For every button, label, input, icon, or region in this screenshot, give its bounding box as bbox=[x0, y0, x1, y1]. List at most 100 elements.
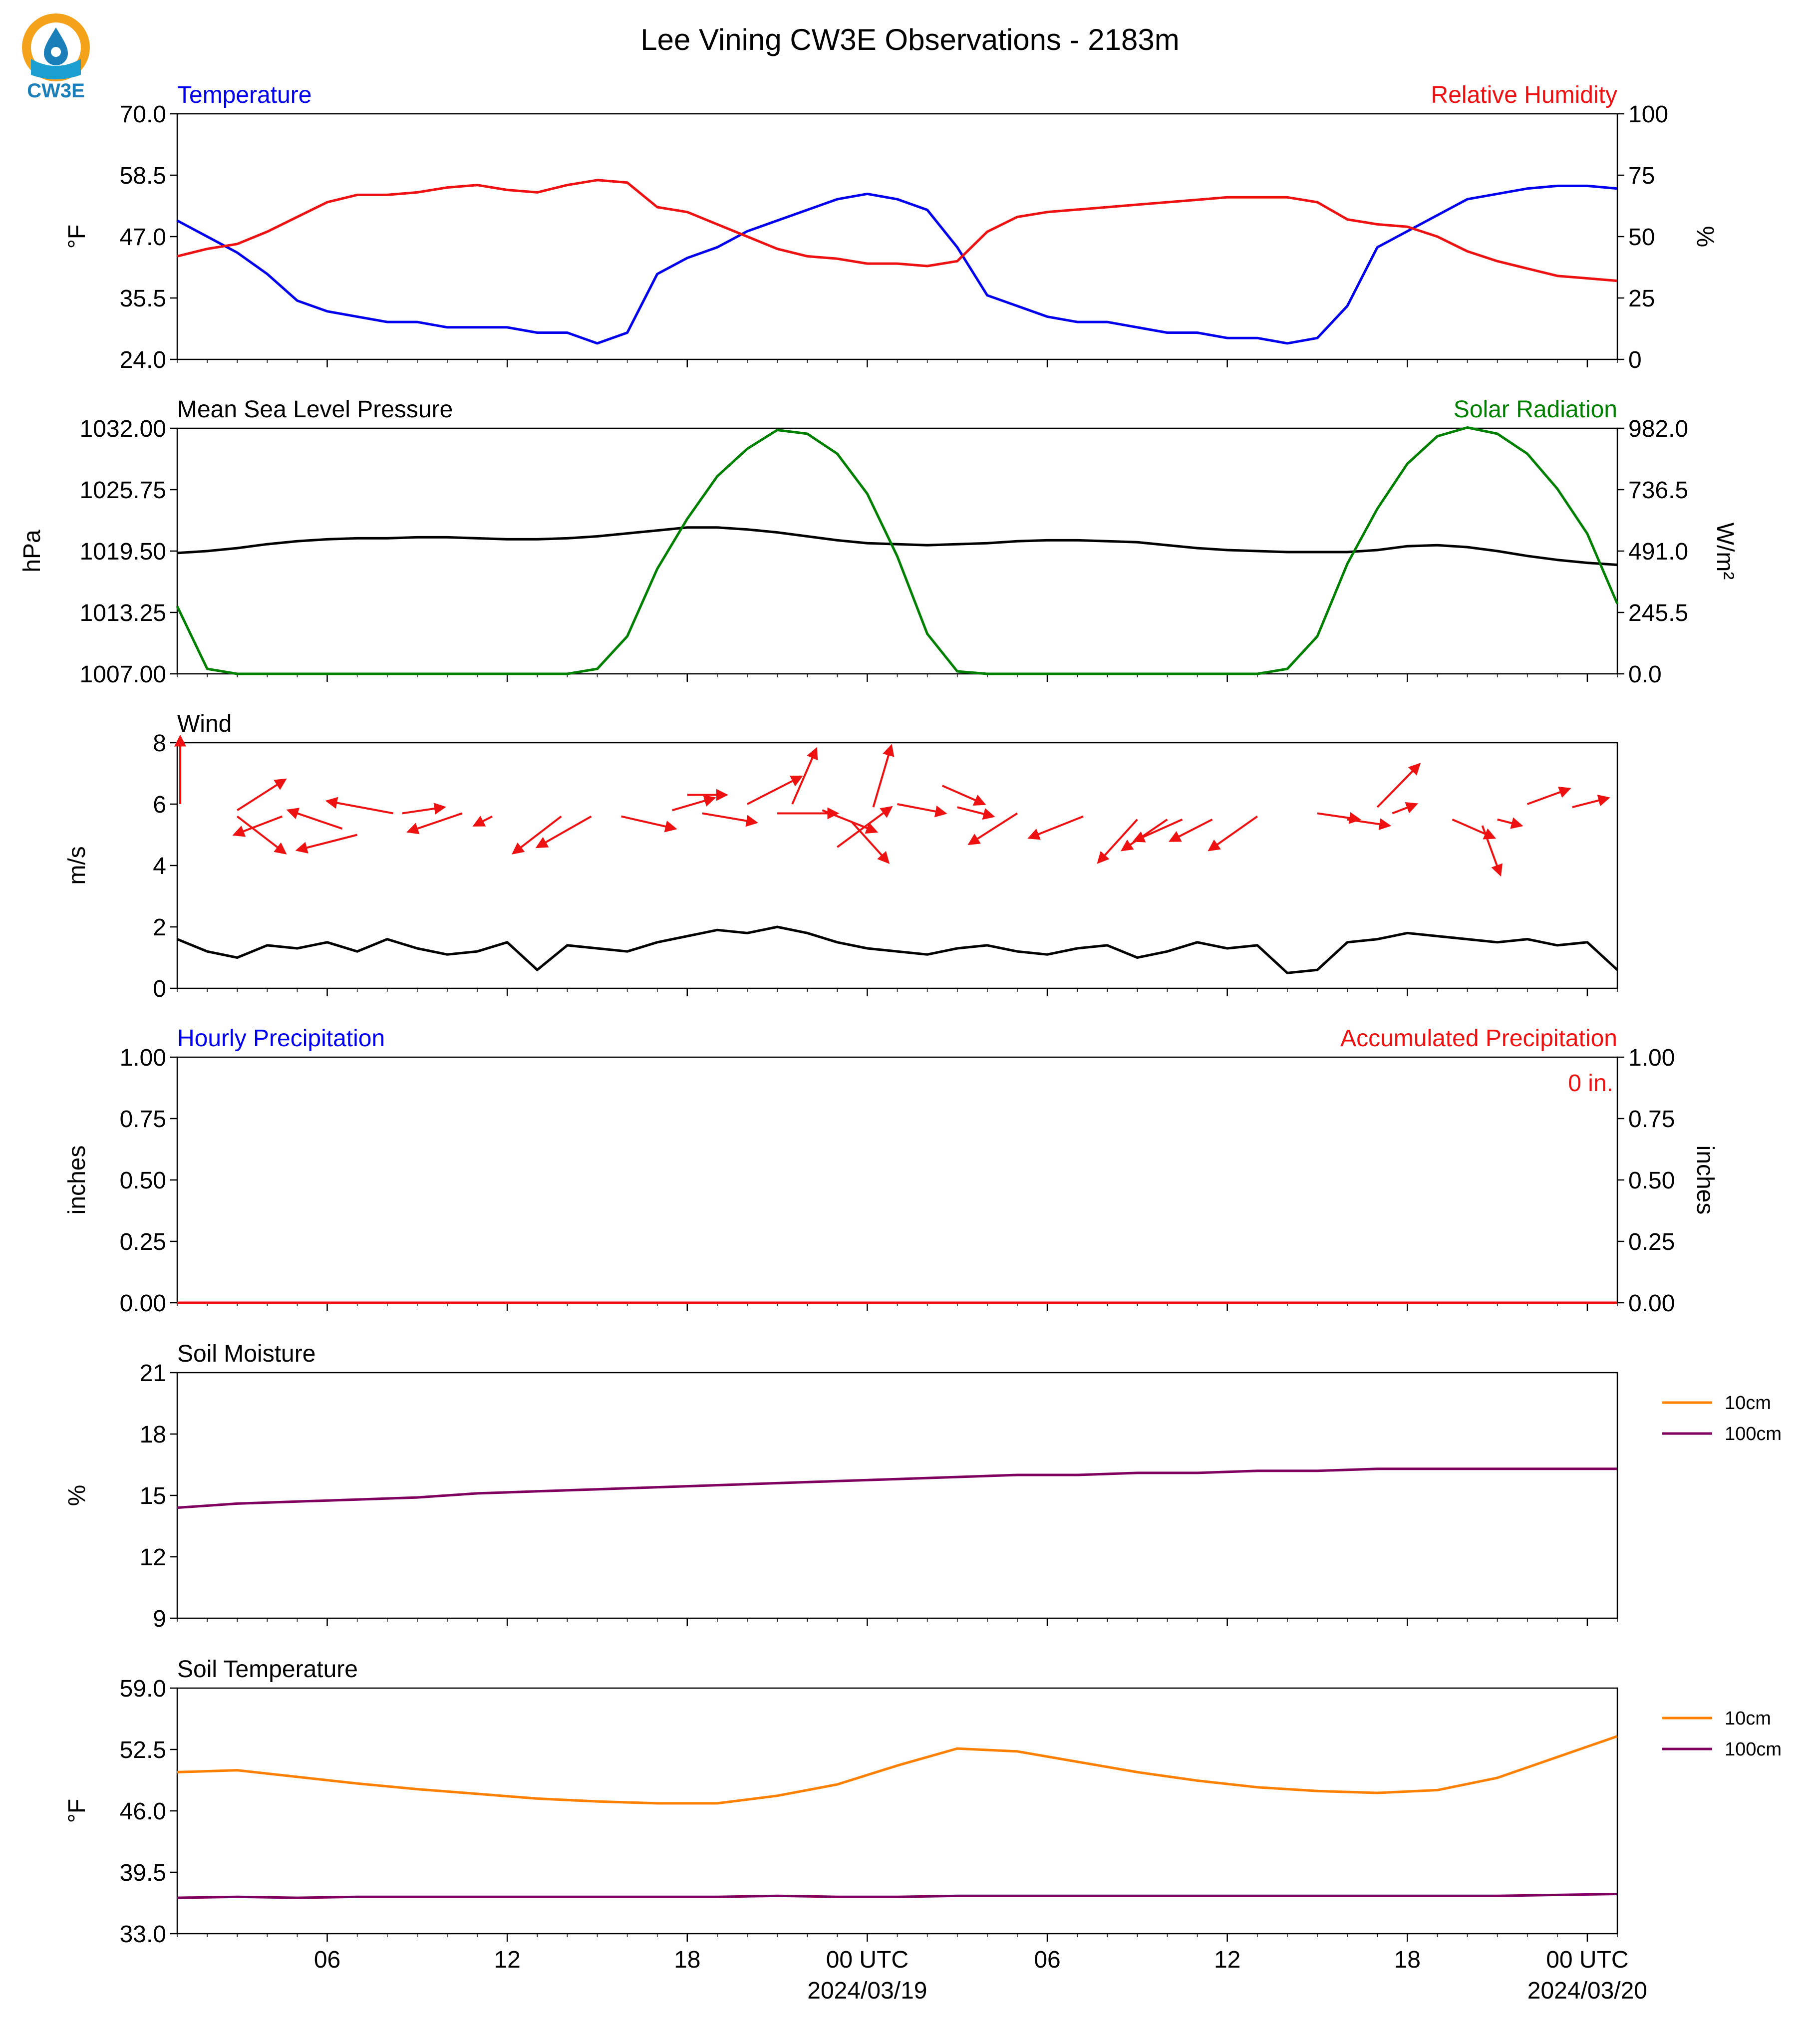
series-mean-sea-level-pressure bbox=[177, 526, 1618, 567]
y-tick-label: 1025.75 bbox=[79, 477, 166, 504]
y-axis-label: °F bbox=[64, 225, 90, 249]
wind-arrow bbox=[406, 812, 463, 835]
wind-arrow bbox=[472, 815, 493, 827]
wind-arrow bbox=[702, 812, 758, 827]
y-tick-label: 0 bbox=[153, 976, 166, 1002]
y-tick-label: 2 bbox=[153, 914, 166, 941]
legend-label-10cm: 10cm bbox=[1725, 1393, 1771, 1414]
wind-arrow bbox=[511, 816, 562, 855]
y-axis-right-label: W/m² bbox=[1712, 523, 1738, 580]
legend-label-10cm: 10cm bbox=[1725, 1708, 1771, 1729]
figure-title: Lee Vining CW3E Observations - 2183m bbox=[640, 23, 1179, 56]
wind-arrow bbox=[1376, 763, 1421, 808]
wind-arrow bbox=[1572, 795, 1610, 809]
wind-arrow bbox=[1527, 786, 1571, 805]
y-right-tick-label: 50 bbox=[1628, 224, 1655, 251]
right-title: Solar Radiation bbox=[1454, 396, 1617, 423]
wind-arrow bbox=[1132, 818, 1183, 843]
series-solar-radiation bbox=[176, 426, 1619, 675]
y-axis-label: hPa bbox=[19, 530, 45, 573]
y-tick-label: 1013.25 bbox=[79, 600, 166, 626]
wind-arrow bbox=[851, 822, 890, 864]
wind-arrow bbox=[1347, 818, 1392, 831]
y-tick-label: 70.0 bbox=[120, 101, 166, 128]
panel-precipitation: Hourly Precipitation Accumulated Precipit… bbox=[64, 1025, 1718, 1317]
logo-text: CW3E bbox=[27, 80, 85, 102]
y-right-tick-label: 0 bbox=[1628, 347, 1642, 373]
x-tick-label: 18 bbox=[674, 1947, 700, 1973]
left-title: Hourly Precipitation bbox=[177, 1025, 385, 1052]
wind-arrow bbox=[232, 815, 283, 837]
y-tick-label: 33.0 bbox=[120, 1921, 166, 1948]
plot-frame bbox=[176, 1056, 1618, 1304]
wind-arrow bbox=[286, 808, 343, 830]
x-tick-date-label: 2024/03/20 bbox=[1527, 1978, 1647, 2004]
wind-arrow bbox=[791, 747, 818, 805]
legend: 10cm 100cm bbox=[1662, 1393, 1782, 1445]
y-right-tick-label: 982.0 bbox=[1628, 416, 1688, 442]
y-tick-label: 1019.50 bbox=[79, 539, 166, 565]
wind-arrow bbox=[1481, 825, 1503, 877]
y-right-tick-label: 0.75 bbox=[1628, 1106, 1675, 1133]
right-title: Accumulated Precipitation bbox=[1340, 1025, 1617, 1052]
x-tick-label: 06 bbox=[1034, 1947, 1060, 1973]
wind-arrow bbox=[402, 803, 446, 815]
y-tick-label: 39.5 bbox=[120, 1860, 166, 1886]
wind-arrow bbox=[747, 775, 803, 805]
y-axis-label: m/s bbox=[64, 846, 90, 884]
y-right-tick-label: 245.5 bbox=[1628, 600, 1688, 626]
wind-arrow bbox=[237, 778, 287, 811]
left-title: Soil Temperature bbox=[177, 1656, 358, 1683]
wind-arrow bbox=[1452, 818, 1497, 840]
y-right-tick-label: 0.0 bbox=[1628, 661, 1662, 688]
plot-frame bbox=[176, 1372, 1618, 1619]
wind-arrow bbox=[897, 803, 947, 818]
series-100cm bbox=[177, 1467, 1617, 1509]
y-tick-label: 52.5 bbox=[120, 1737, 166, 1763]
y-right-tick-label: 1.00 bbox=[1628, 1045, 1675, 1071]
y-tick-label: 59.0 bbox=[120, 1676, 166, 1702]
y-tick-label: 47.0 bbox=[120, 224, 166, 251]
left-title: Soil Moisture bbox=[177, 1341, 315, 1367]
y-tick-label: 35.5 bbox=[120, 286, 166, 312]
wind-arrow bbox=[1497, 817, 1523, 829]
y-tick-label: 12 bbox=[140, 1544, 166, 1571]
wind-arrow bbox=[822, 809, 879, 834]
legend-label-100cm: 100cm bbox=[1725, 1424, 1782, 1445]
left-title: Temperature bbox=[177, 82, 311, 108]
y-right-tick-label: 0.25 bbox=[1628, 1229, 1675, 1255]
wind-arrow bbox=[621, 815, 677, 833]
y-axis-right-label: % bbox=[1692, 226, 1718, 248]
wind-arrow bbox=[837, 806, 893, 848]
accumulated-total-label: 0 in. bbox=[1568, 1070, 1613, 1097]
y-tick-label: 21 bbox=[140, 1360, 166, 1387]
wind-arrow bbox=[1317, 812, 1362, 824]
panel-soil_moisture: Soil Moisture 21 18 15 12 9% 10cm 100cm bbox=[64, 1341, 1782, 1632]
y-tick-label: 0.50 bbox=[120, 1167, 166, 1194]
y-right-tick-label: 25 bbox=[1628, 286, 1655, 312]
x-tick-label: 12 bbox=[494, 1947, 520, 1973]
y-tick-label: 46.0 bbox=[120, 1798, 166, 1825]
x-tick-label: 18 bbox=[1394, 1947, 1421, 1973]
y-tick-label: 1.00 bbox=[120, 1045, 166, 1071]
series-100cm bbox=[177, 1893, 1618, 1899]
y-tick-label: 9 bbox=[153, 1606, 166, 1632]
y-right-tick-label: 0.00 bbox=[1628, 1290, 1675, 1317]
y-tick-label: 58.5 bbox=[120, 163, 166, 189]
x-tick-label: 00 UTC bbox=[1546, 1947, 1628, 1973]
wind-arrow bbox=[236, 816, 287, 855]
y-axis-label: % bbox=[64, 1485, 90, 1506]
wind-arrow bbox=[535, 815, 592, 849]
y-tick-label: 8 bbox=[153, 730, 166, 757]
y-tick-label: 15 bbox=[140, 1483, 166, 1509]
y-right-tick-label: 75 bbox=[1628, 163, 1655, 189]
panel-wind: Wind 8 6 4 2 0 m/s bbox=[64, 711, 1618, 1002]
y-tick-label: 0.75 bbox=[120, 1106, 166, 1133]
wind-arrow bbox=[1027, 815, 1084, 840]
panel-pressure_solar: Mean Sea Level Pressure Solar Radiation 10… bbox=[19, 396, 1738, 688]
wind-arrow bbox=[967, 812, 1018, 846]
wind-arrow bbox=[672, 795, 716, 812]
x-tick-label: 12 bbox=[1214, 1947, 1240, 1973]
panel-temperature_humidity: Temperature Relative Humidity 70.0 58.5 47.0… bbox=[64, 82, 1718, 373]
wind-arrow bbox=[957, 806, 995, 820]
